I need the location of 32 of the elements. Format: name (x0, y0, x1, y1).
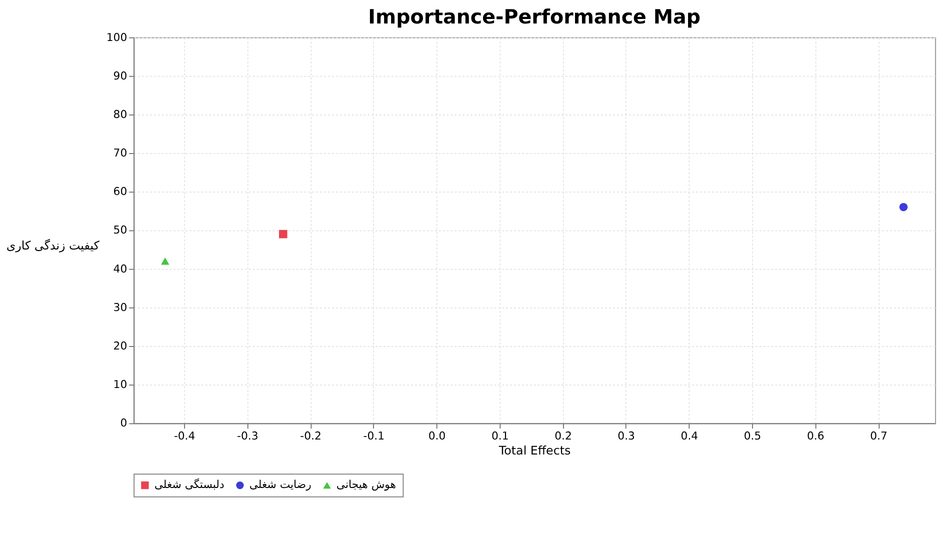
y-tick-label: 0 (120, 416, 128, 430)
x-tick-label: -0.4 (174, 430, 196, 443)
x-tick-label: 0.3 (618, 430, 636, 443)
point (899, 202, 908, 212)
y-tick-label: 10 (113, 378, 128, 392)
x-tick-label: -0.2 (300, 430, 322, 443)
point (279, 230, 288, 238)
x-tick-label: 0.7 (870, 430, 888, 443)
legend-label: دلبستگی شغلی (154, 478, 224, 492)
x-tick-label: 0.6 (806, 430, 824, 443)
point (160, 258, 170, 265)
legend-label: هوش هیجانی (336, 478, 396, 492)
chart-title: Importance-Performance Map (368, 5, 700, 28)
y-tick-label: 80 (113, 108, 128, 121)
y-axis-title: کیفیت زندگی کاری (6, 238, 100, 253)
y-tick-label: 20 (113, 339, 128, 352)
x-tick-label: 0.4 (680, 430, 698, 443)
y-tick-label: 70 (113, 146, 128, 160)
legend-label: رضایت شغلی (249, 478, 312, 492)
y-tick-label: 100 (106, 30, 128, 44)
x-tick-label: -0.3 (237, 430, 258, 443)
y-tick-label: 60 (113, 185, 128, 198)
x-tick-label: 0.5 (744, 430, 762, 443)
x-tick-label: 0.2 (554, 430, 572, 443)
x-axis-title: Total Effects (498, 443, 571, 458)
y-tick-label: 40 (113, 262, 128, 276)
x-tick-label: 0.0 (428, 430, 446, 443)
y-tick-label: 50 (113, 224, 128, 237)
x-tick-label: 0.1 (491, 430, 509, 443)
x-tick-label: -0.1 (363, 430, 384, 443)
y-tick-label: 90 (113, 69, 128, 82)
y-tick-label: 30 (113, 300, 128, 314)
